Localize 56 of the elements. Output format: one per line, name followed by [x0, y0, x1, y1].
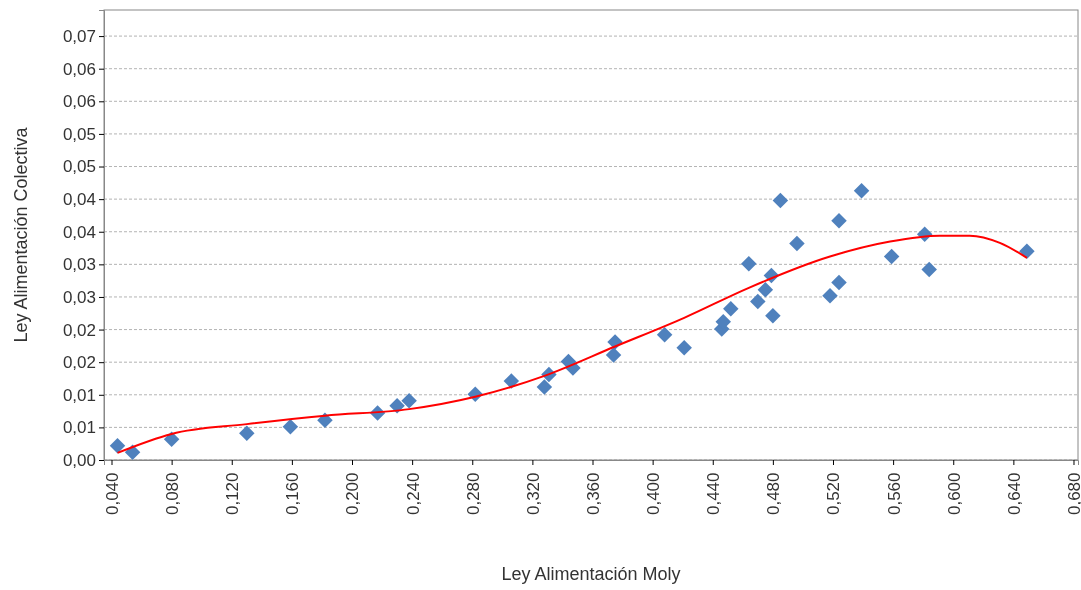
x-axis-title: Ley Alimentación Moly — [501, 564, 681, 584]
y-tick-label: 0,06 — [62, 92, 96, 112]
x-tick-label: 0,240 — [403, 472, 423, 516]
point — [536, 379, 553, 395]
y-tick-label: 0,02 — [62, 320, 96, 340]
x-tick-label: 0,400 — [644, 472, 664, 516]
point — [765, 308, 781, 324]
y-tick-label: 0,03 — [62, 255, 96, 275]
point — [750, 293, 766, 310]
y-tick-label: 0,03 — [62, 287, 96, 307]
point — [831, 274, 847, 291]
y-axis-title: Ley Alimentación Colectiva — [11, 126, 31, 343]
x-tick-label: 0,440 — [704, 472, 724, 516]
y-tick-label: 0,04 — [62, 190, 96, 210]
y-tick-label: 0,05 — [62, 124, 96, 144]
point — [1019, 243, 1035, 260]
x-tick-label: 0,120 — [223, 472, 243, 516]
point — [282, 418, 299, 435]
x-tick-label: 0,080 — [163, 472, 183, 516]
point — [883, 248, 900, 265]
x-tick-label: 0,480 — [764, 472, 784, 516]
point — [401, 392, 417, 409]
point — [163, 431, 180, 447]
x-tick-label: 0,640 — [1004, 472, 1024, 516]
y-tick-label: 0,07 — [62, 27, 96, 47]
y-tick-label: 0,06 — [62, 59, 96, 79]
y-tick-label: 0,01 — [62, 385, 96, 405]
point — [772, 192, 789, 209]
point — [757, 282, 774, 298]
point — [503, 373, 520, 389]
y-tick-label: 0,00 — [62, 450, 96, 470]
x-tick-label: 0,160 — [283, 472, 303, 516]
point — [656, 327, 673, 343]
point — [723, 300, 739, 317]
x-tick-label: 0,520 — [824, 472, 844, 516]
point — [741, 255, 757, 272]
y-tick-label: 0,02 — [62, 353, 96, 373]
x-tick-label: 0,320 — [523, 472, 543, 516]
point — [831, 212, 847, 229]
x-tick-label: 0,560 — [884, 472, 904, 516]
x-tick-label: 0,280 — [463, 472, 483, 516]
point — [605, 347, 622, 363]
point — [239, 425, 255, 442]
point — [921, 261, 937, 278]
y-tick-label: 0,01 — [62, 418, 96, 438]
point — [789, 235, 805, 252]
x-tick-label: 0,040 — [102, 472, 122, 516]
y-tick-label: 0,04 — [62, 222, 96, 242]
point — [822, 287, 838, 304]
x-tick-label: 0,360 — [583, 472, 603, 516]
x-tick-label: 0,200 — [343, 472, 363, 516]
point — [853, 182, 870, 199]
point — [109, 437, 126, 454]
x-tick-label: 0,600 — [944, 472, 964, 516]
point — [676, 340, 692, 356]
y-tick-label: 0,05 — [62, 157, 96, 177]
